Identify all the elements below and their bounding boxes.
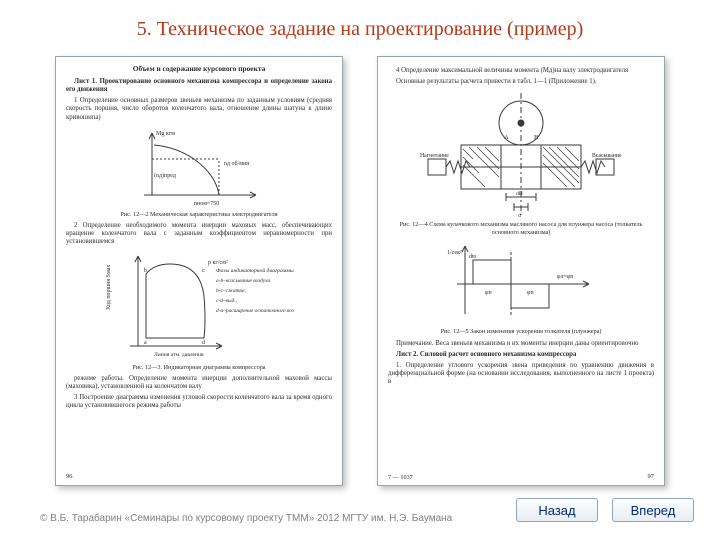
svg-text:d: d <box>518 213 521 219</box>
forward-button[interactable]: Вперед <box>612 498 694 522</box>
left-p4: режиме работы. Определение момента инерц… <box>66 375 332 391</box>
svg-text:Нагнетание: Нагнетание <box>420 153 449 159</box>
svg-text:c-d–выд.,: c-d–выд., <box>216 297 238 304</box>
left-p5: 3 Построение диаграммы изменения угловой… <box>66 394 332 410</box>
svg-text:nном=750: nном=750 <box>194 201 219 207</box>
page-thumbnails: Объем и содержание курсового проекта Лис… <box>50 56 670 480</box>
svg-text:B: B <box>534 134 539 141</box>
svg-text:1/сек²: 1/сек² <box>447 250 462 256</box>
right-p2b: Лист 2. Силовой расчет основного механиз… <box>388 351 654 359</box>
svg-text:dϖ: dϖ <box>469 254 476 260</box>
right-p2: Примечание. Веса звеньев механизма и их … <box>388 340 654 348</box>
svg-text:d: d <box>202 340 205 346</box>
svg-text:b-c–сжатие,: b-c–сжатие, <box>216 288 247 294</box>
svg-text:Линия атм. давления: Линия атм. давления <box>154 352 204 358</box>
page-left: Объем и содержание курсового проекта Лис… <box>55 56 343 486</box>
left-fig2: Ход поршня Sмах p кг/см² a b c d Линия а… <box>104 250 294 362</box>
page-right: 4 Определение максимальной величины моме… <box>377 56 665 486</box>
slide-title: 5. Техническое задание на проектирование… <box>0 18 720 41</box>
copyright-footer: © В.Б. Тарабарин «Семинары по курсовому … <box>40 513 452 524</box>
left-p1: Лист 1. Проектирование основного механиз… <box>66 78 332 94</box>
right-pagenum: 97 <box>648 473 655 481</box>
right-p1b: Основные результаты расчета привести в т… <box>388 78 654 86</box>
svg-text:φп: φп <box>527 290 534 296</box>
svg-text:φп: φп <box>485 290 492 296</box>
back-button[interactable]: Назад <box>516 498 598 522</box>
left-cap2: Рис. 12—3. Индикаторная диаграмма компре… <box>66 364 332 371</box>
left-fig1: Mg кгм nд об/мин nном=750 (nд)пред <box>124 125 274 209</box>
svg-text:b: b <box>144 268 147 274</box>
svg-text:A: A <box>504 134 509 141</box>
svg-text:dH: dH <box>516 191 523 197</box>
svg-text:c: c <box>202 268 205 274</box>
left-pagenum: 96 <box>66 473 73 481</box>
svg-text:Всасывание: Всасывание <box>592 153 622 159</box>
right-p1: 4 Определение максимальной величины моме… <box>388 67 654 75</box>
nav-buttons: Назад Вперед <box>516 498 694 522</box>
svg-text:d-a–расширение остаточного воз: d-a–расширение остаточного воздуха <box>216 307 294 314</box>
right-signature: 7 — 1037 <box>388 474 413 481</box>
right-cap1: Рис. 12—4 Схема кулачкового механизма ма… <box>388 221 654 236</box>
right-p2c: 1. Определение углового ускорения звена … <box>388 362 654 386</box>
svg-text:Ход поршня Sмах: Ход поршня Sмах <box>106 264 112 309</box>
right-fig2: 1/сек² dϖ φп φп φл=φп <box>441 240 601 326</box>
left-p2: 1 Определение основных размеров звеньев … <box>66 97 332 121</box>
left-header: Объем и содержание курсового проекта <box>66 65 332 74</box>
svg-text:(nд)пред: (nд)пред <box>154 172 176 179</box>
left-p3: 2 Определение необходимого момента инерц… <box>66 222 332 246</box>
left-cap1: Рис. 12—2 Механическая характеристика эл… <box>66 211 332 218</box>
right-cap2: Рис. 12—5 Закон изменения ускорения толк… <box>388 328 654 335</box>
svg-text:nд об/мин: nд об/мин <box>224 160 250 167</box>
svg-text:p кг/см²: p кг/см² <box>208 260 228 266</box>
svg-text:a: a <box>144 340 147 346</box>
svg-text:Mg кгм: Mg кгм <box>156 131 175 137</box>
svg-text:φл=φп: φл=φп <box>557 274 574 280</box>
svg-text:a-b–всасывание воздуха: a-b–всасывание воздуха <box>216 277 270 284</box>
svg-text:Фазы индикаторной диаграммы:: Фазы индикаторной диаграммы: <box>216 267 294 274</box>
right-fig1: A B Нагнетание Всасывание dH d <box>406 89 636 219</box>
